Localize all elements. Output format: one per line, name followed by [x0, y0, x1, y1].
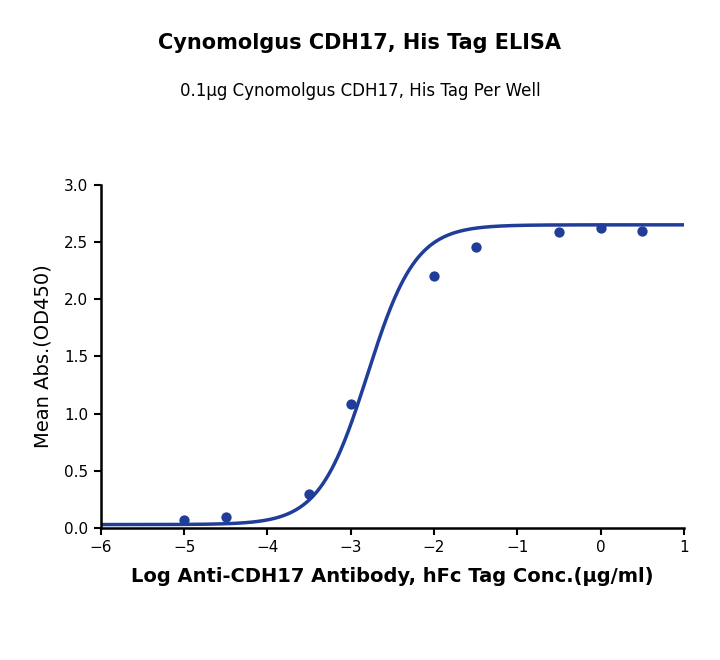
Point: [428, 271, 440, 282]
Text: 0.1μg Cynomolgus CDH17, His Tag Per Well: 0.1μg Cynomolgus CDH17, His Tag Per Well: [180, 82, 540, 100]
Point: [220, 512, 232, 522]
Point: [553, 226, 564, 237]
Point: [595, 223, 606, 234]
Point: [470, 242, 482, 252]
Point: [179, 515, 190, 525]
X-axis label: Log Anti-CDH17 Antibody, hFc Tag Conc.(μg/ml): Log Anti-CDH17 Antibody, hFc Tag Conc.(μ…: [131, 567, 654, 585]
Text: Cynomolgus CDH17, His Tag ELISA: Cynomolgus CDH17, His Tag ELISA: [158, 33, 562, 53]
Y-axis label: Mean Abs.(OD450): Mean Abs.(OD450): [34, 265, 53, 448]
Point: [303, 488, 315, 499]
Point: [636, 225, 648, 236]
Point: [345, 399, 356, 410]
